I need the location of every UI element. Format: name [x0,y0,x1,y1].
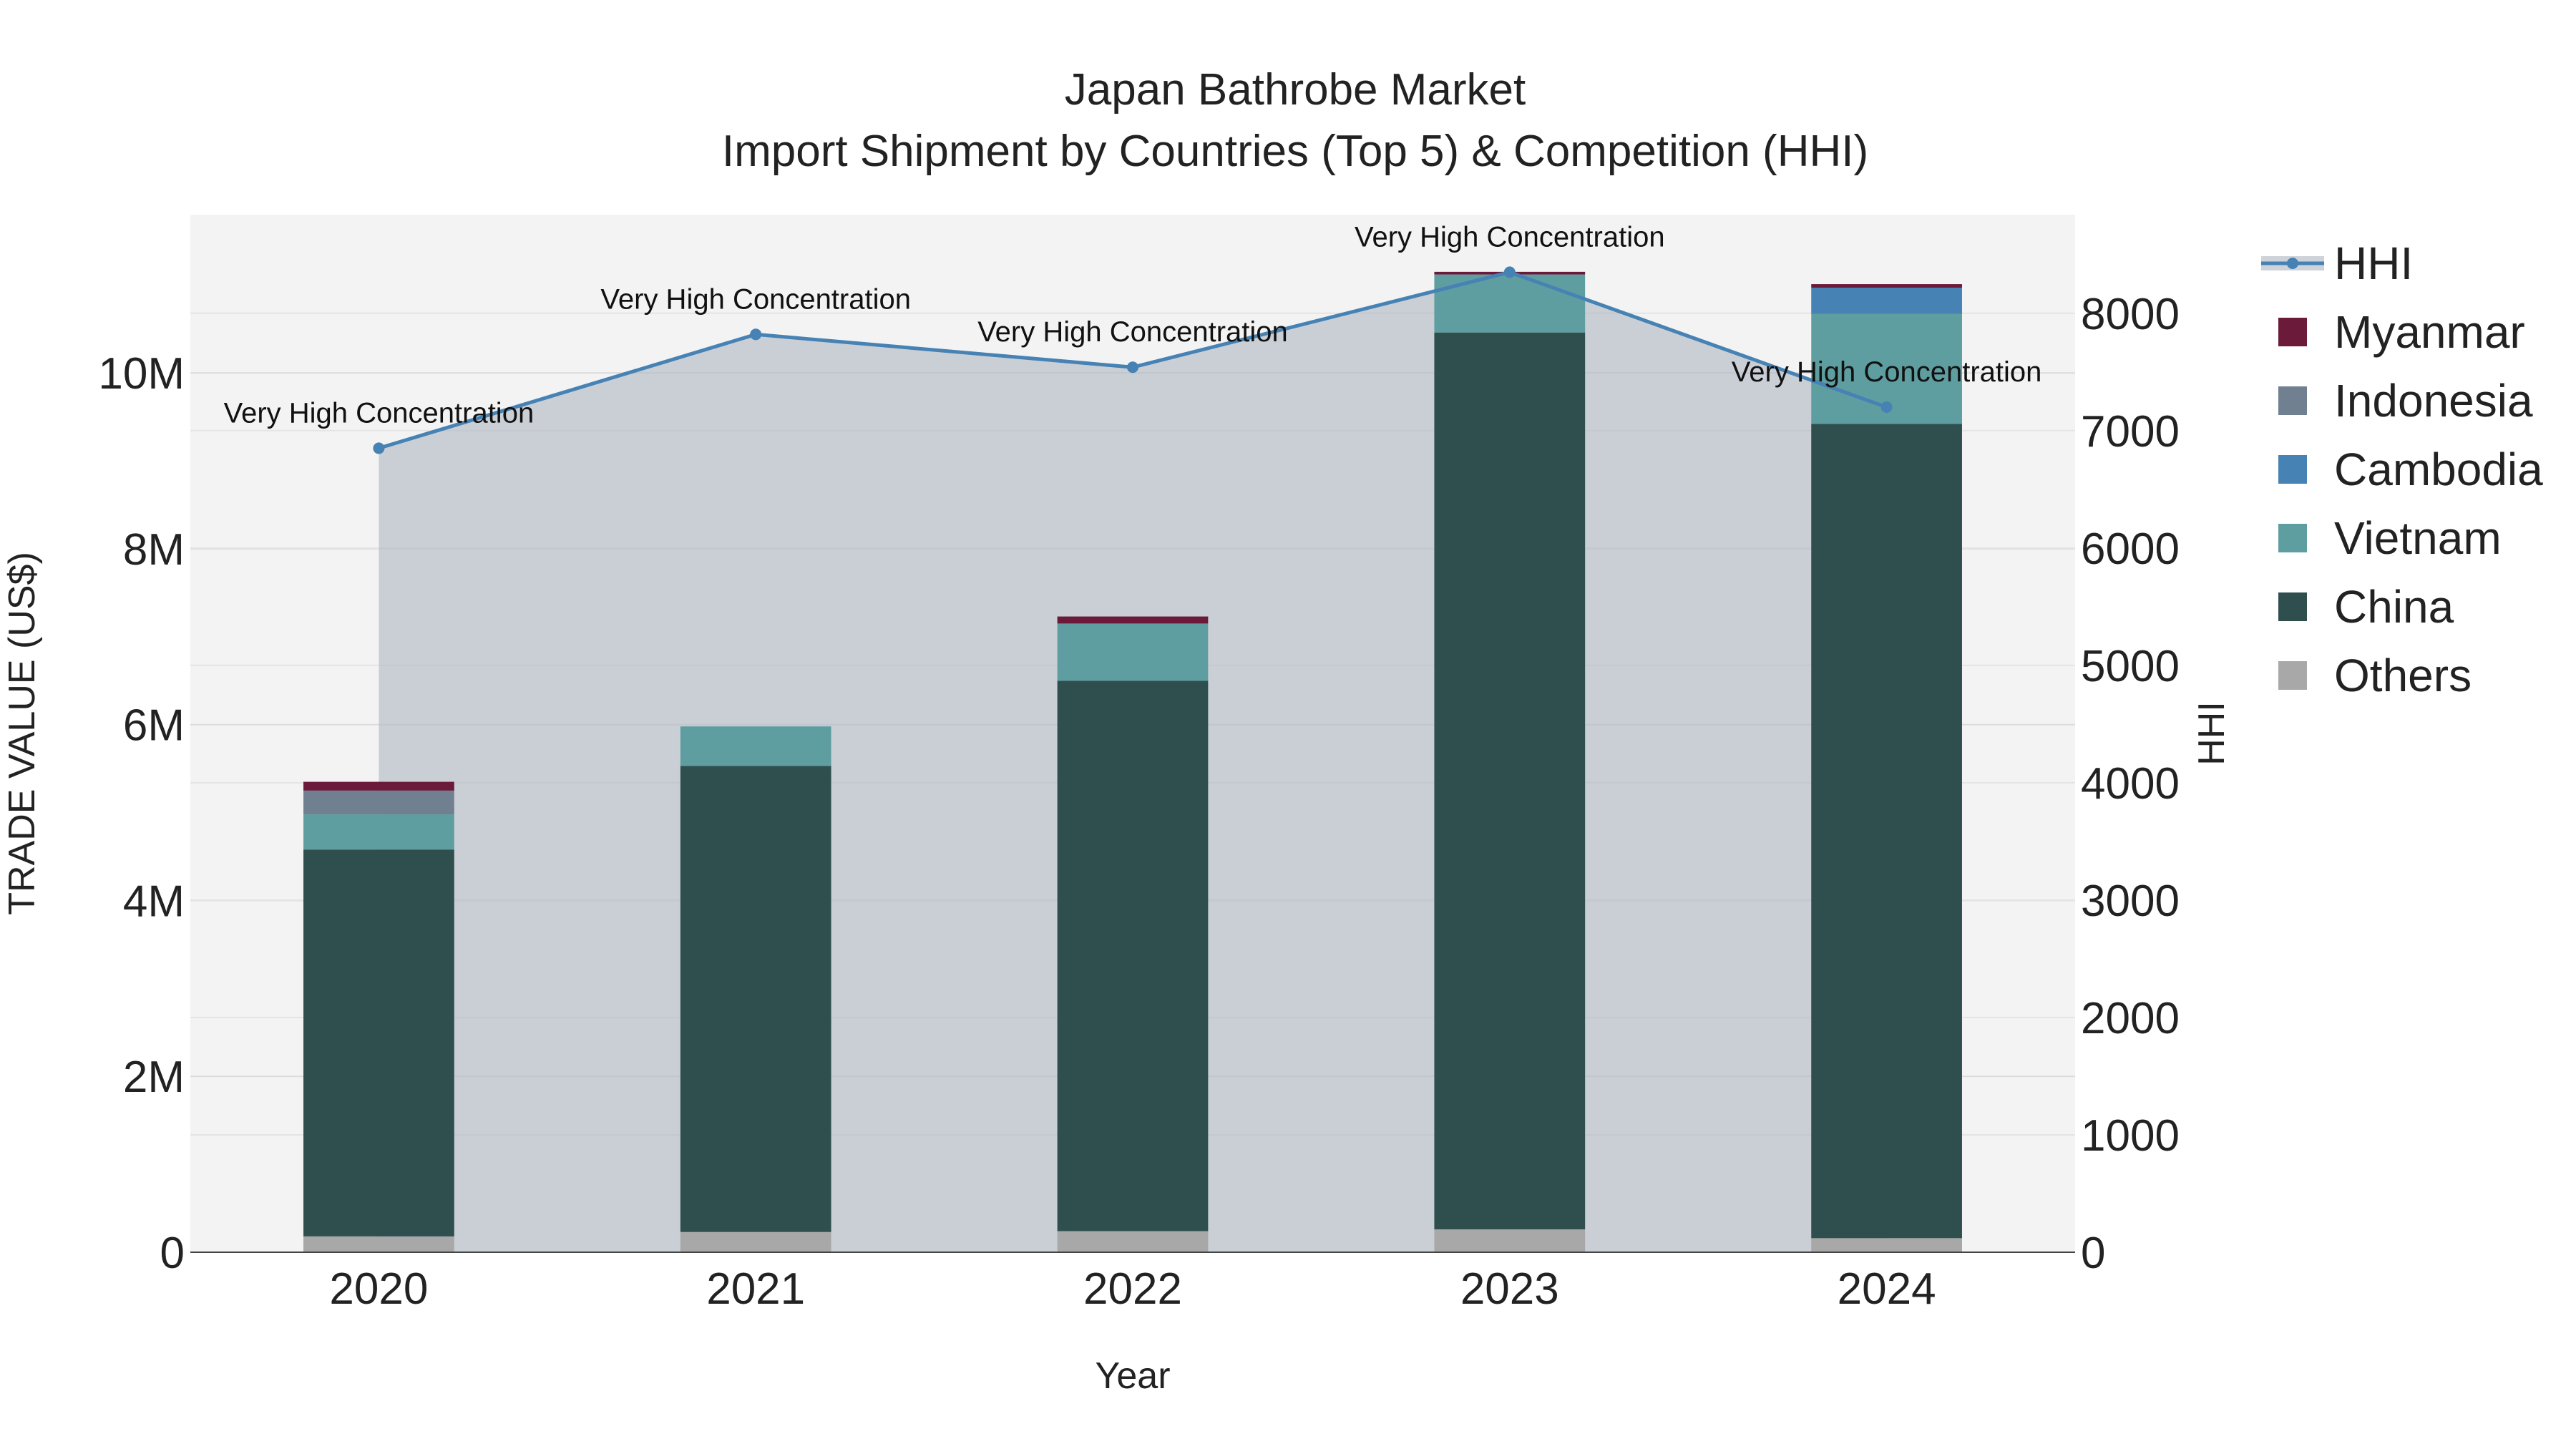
y-tick-label: 4M [123,877,185,926]
bar-others-2021 [680,1231,831,1252]
legend-swatch-hhi-marker [2287,258,2298,269]
hhi-line [373,266,1893,454]
hhi-annotation: Very High Concentration [977,316,1288,348]
x-tick-label: 2022 [1083,1264,1182,1314]
bar-others-2024 [1811,1238,1962,1252]
bar-china-2022 [1057,680,1209,1231]
y2-axis-ticks: 0 1000 2000 3000 4000 5000 6000 7000 8000 [2081,290,2180,1278]
bar-china-2023 [1434,332,1586,1230]
bar-vietnam-2020 [303,814,454,850]
x-axis-ticks: 2020 2021 2022 2023 2024 [329,1264,1936,1314]
x-tick-label: 2023 [1460,1264,1559,1314]
y2-tick-label: 8000 [2081,290,2180,339]
y2-tick-label: 1000 [2081,1111,2180,1161]
y2-tick-label: 3000 [2081,877,2180,926]
legend-item-vietnam: Vietnam [2278,512,2502,564]
legend-label: HHI [2334,238,2413,289]
hhi-annotations: Very High Concentration Very High Concent… [224,221,2042,429]
bar-myanmar-2022 [1057,616,1209,624]
bar-vietnam-2021 [680,726,831,766]
legend-item-china: China [2278,581,2454,633]
hhi-point-2022 [1127,361,1138,374]
hhi-annotation: Very High Concentration [1732,356,2042,388]
y-tick-label: 6M [123,701,185,751]
y2-tick-label: 0 [2081,1229,2105,1278]
legend-item-indonesia: Indonesia [2278,375,2533,426]
bar-others-2022 [1057,1231,1209,1252]
bar-cambodia-2024 [1811,287,1962,314]
legend: HHI Myanmar Indonesia Cambodia Vietnam China O… [2261,238,2543,701]
legend-label: Cambodia [2334,444,2543,495]
bar-indonesia-2020 [303,790,454,815]
x-tick-label: 2024 [1838,1264,1936,1314]
hhi-annotation: Very High Concentration [600,283,911,315]
bar-myanmar-2024 [1811,284,1962,288]
legend-item-others: Others [2278,650,2472,701]
y2-tick-label: 6000 [2081,525,2180,574]
bar-china-2024 [1811,424,1962,1239]
x-tick-label: 2021 [706,1264,805,1314]
legend-item-cambodia: Cambodia [2278,444,2543,495]
hhi-annotation: Very High Concentration [224,397,535,429]
legend-swatch [2278,524,2307,552]
hhi-point-2024 [1880,401,1893,414]
bars [303,271,1962,1252]
y2-tick-label: 2000 [2081,994,2180,1043]
chart-subtitle: Import Shipment by Countries (Top 5) & C… [722,127,1868,176]
x-axis-title: Year [1095,1355,1170,1397]
y-tick-label: 2M [123,1053,185,1102]
y2-tick-label: 5000 [2081,642,2180,691]
legend-swatch [2278,455,2307,484]
legend-label: Others [2334,650,2472,701]
y-axis-ticks: 0 2M 4M 6M 8M 10M [98,349,185,1278]
y2-axis-title: HHI [2191,701,2233,766]
chart-title: Japan Bathrobe Market [1065,65,1526,114]
y2-tick-label: 7000 [2081,407,2180,457]
y-tick-label: 10M [98,349,185,399]
legend-label: China [2334,581,2454,633]
bar-vietnam-2022 [1057,623,1209,681]
legend-swatch [2278,661,2307,690]
legend-label: Indonesia [2334,375,2533,426]
legend-swatch [2278,318,2307,346]
hhi-point-2020 [373,442,385,454]
bar-myanmar-2020 [303,781,454,791]
legend-label: Vietnam [2334,512,2502,564]
bar-others-2023 [1434,1229,1586,1252]
legend-item-myanmar: Myanmar [2278,306,2525,358]
hhi-point-2023 [1503,266,1516,278]
bar-vietnam-2023 [1434,274,1586,333]
bar-china-2020 [303,849,454,1236]
legend-label: Myanmar [2334,306,2525,358]
legend-item-hhi: HHI [2261,238,2413,289]
hhi-annotation: Very High Concentration [1355,221,1665,253]
y2-tick-label: 4000 [2081,759,2180,809]
hhi-point-2021 [750,328,762,341]
legend-swatch [2278,386,2307,415]
bar-others-2020 [303,1236,454,1252]
bar-china-2021 [680,766,831,1232]
x-tick-label: 2020 [329,1264,428,1314]
y-tick-label: 8M [123,525,185,575]
legend-swatch [2278,592,2307,621]
y-tick-label: 0 [160,1229,185,1278]
y-axis-title: TRADE VALUE (US$) [1,552,43,915]
